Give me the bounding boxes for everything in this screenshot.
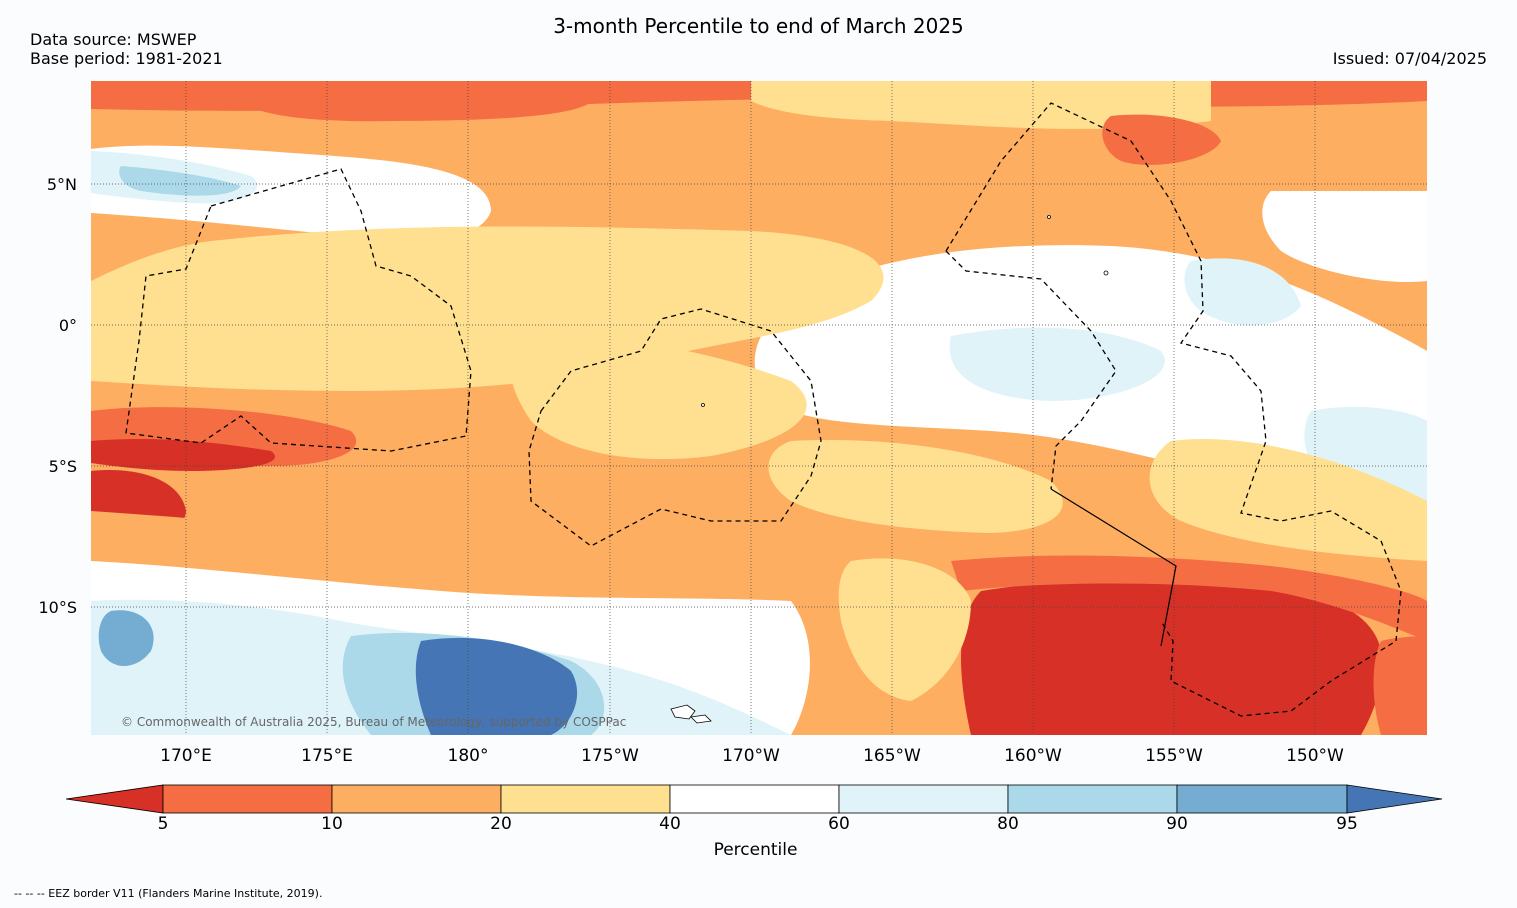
lon-label-170w: 170°W [722, 746, 780, 766]
lon-label-180: 180° [447, 746, 489, 766]
lon-label-160w: 160°W [1004, 746, 1062, 766]
percentile-map: © Commonwealth of Australia 2025, Bureau… [91, 81, 1427, 735]
lon-label-150w: 150°W [1286, 746, 1344, 766]
colorbar-segment-90-95 [1176, 784, 1348, 814]
lat-label-10s: 10°S [38, 598, 77, 617]
data-source-label: Data source: MSWEP [30, 30, 197, 49]
lat-label-5n: 5°N [46, 175, 77, 194]
colorbar-tick-90: 90 [1166, 814, 1188, 834]
colorbar-label: Percentile [713, 840, 798, 860]
colorbar-segment-10-20 [331, 784, 502, 814]
colorbar-segment-20-40 [500, 784, 671, 814]
issued-date-label: Issued: 07/04/2025 [1332, 49, 1487, 68]
colorbar-segment-40-60 [669, 784, 840, 814]
colorbar-tick-95: 95 [1336, 814, 1358, 834]
copyright-notice: © Commonwealth of Australia 2025, Bureau… [121, 715, 627, 729]
map-canvas [91, 81, 1427, 735]
colorbar-tick-5: 5 [157, 814, 169, 834]
colorbar-segment-60-80 [838, 784, 1009, 814]
lon-label-175e: 175°E [301, 746, 353, 766]
colorbar-tick-20: 20 [490, 814, 512, 834]
colorbar-tick-10: 10 [321, 814, 343, 834]
colorbar-tick-40: 40 [659, 814, 681, 834]
lon-label-155w: 155°W [1145, 746, 1203, 766]
lat-label-0: 0° [58, 316, 77, 335]
percentile-colorbar [66, 784, 1443, 814]
colorbar-segment-above-95 [1346, 784, 1443, 814]
lat-label-5s: 5°S [48, 457, 77, 476]
map-title: 3-month Percentile to end of March 2025 [553, 14, 964, 38]
colorbar-tick-60: 60 [828, 814, 850, 834]
colorbar-segment-below-5 [66, 784, 164, 814]
colorbar-tick-80: 80 [997, 814, 1019, 834]
base-period-label: Base period: 1981-2021 [30, 49, 223, 68]
lon-label-170e: 170°E [160, 746, 212, 766]
lon-label-165w: 165°W [863, 746, 921, 766]
eez-border-note: -- -- -- EEZ border V11 (Flanders Marine… [14, 887, 323, 900]
lon-label-175w: 175°W [581, 746, 639, 766]
colorbar-segment-5-10 [162, 784, 333, 814]
colorbar-segment-80-90 [1007, 784, 1178, 814]
